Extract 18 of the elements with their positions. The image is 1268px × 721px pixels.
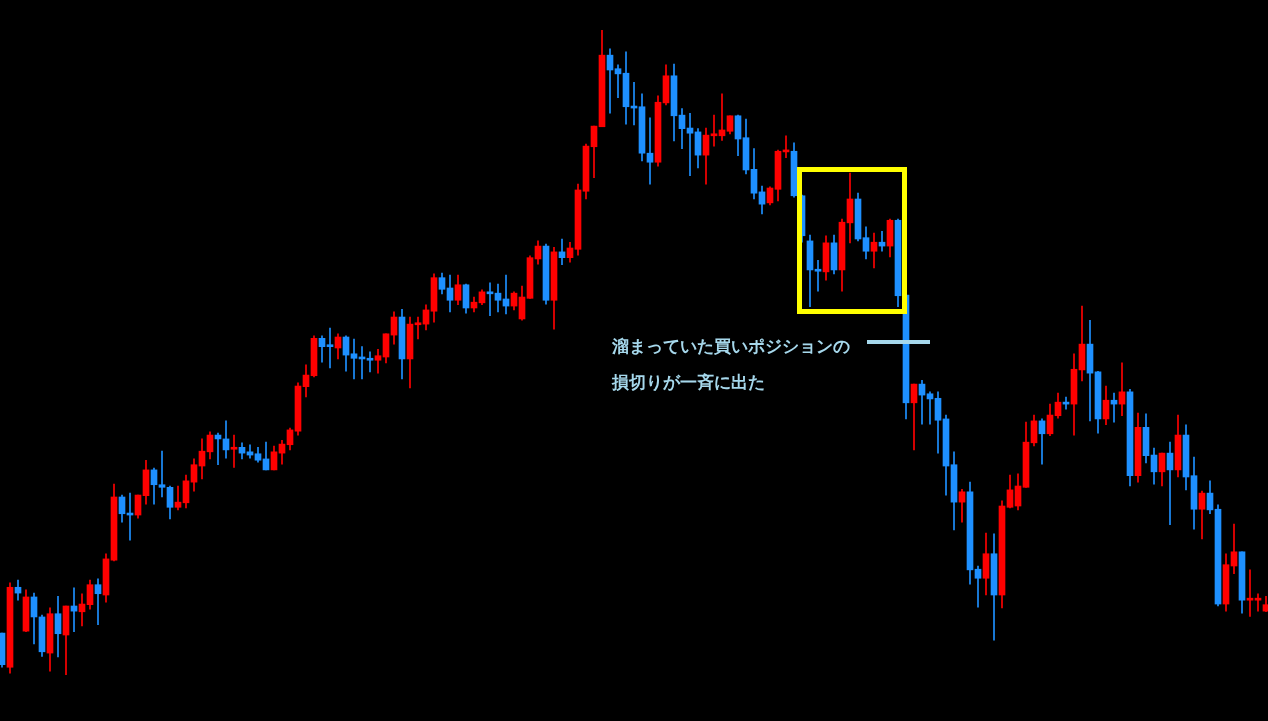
candlestick [414,316,422,340]
annotation: 溜まっていた買いポジションの損切りが一斉に出た [612,335,851,394]
candlestick [230,434,238,468]
candlestick [366,351,374,373]
candlestick [926,391,934,425]
candlestick [686,112,694,177]
candlestick [1246,569,1254,617]
candlestick [326,327,334,369]
candlestick [158,450,166,498]
candlestick [486,282,494,317]
candlestick [1254,593,1262,612]
candlestick [646,117,654,185]
candlestick [94,578,102,626]
candlestick [710,114,718,147]
candlestick [974,565,982,608]
candlestick [614,64,622,99]
candlestick [350,338,358,380]
candlestick [814,259,822,292]
